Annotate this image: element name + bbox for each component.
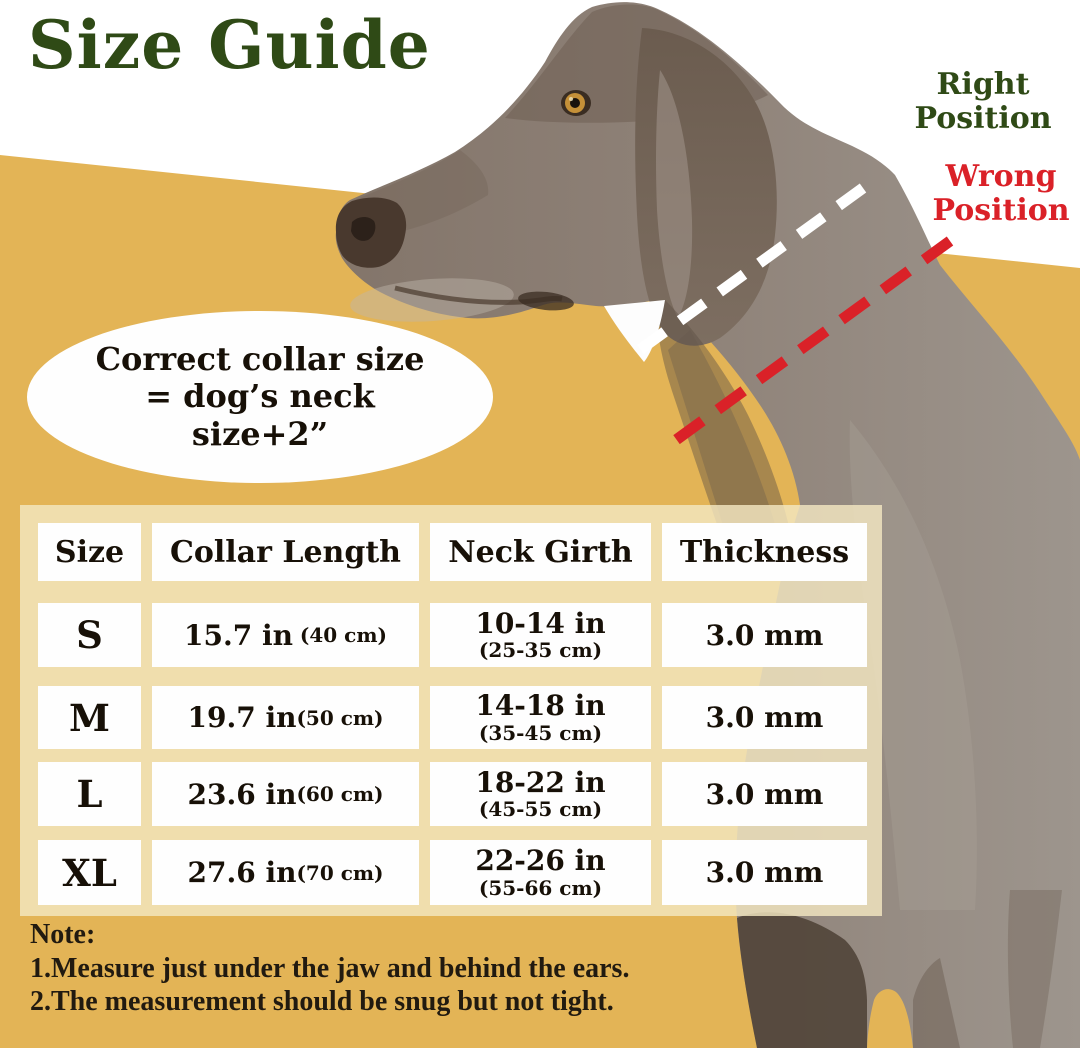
dog-chin-highlight [350, 278, 514, 322]
note-item-2: 2.The measurement should be snug but not… [30, 986, 614, 1018]
table-cell-size-s: S [38, 603, 141, 667]
table-cell-size-m: M [38, 686, 141, 749]
wrong-position-label: Wrong Position [932, 159, 1070, 228]
table-cell-neck-girth-xl: 22-26 in (55-66 cm) [430, 840, 651, 905]
notes-label: Note: [30, 919, 96, 950]
table-cell-neck-girth-m: 14-18 in (35-45 cm) [430, 686, 651, 749]
wrong-position-dashed-line [672, 236, 954, 445]
dog-flank-shadow [1007, 890, 1062, 1048]
notes-section: Note: 1.Measure just under the jaw and b… [30, 918, 750, 1019]
table-cell-size-xl: XL [38, 840, 141, 905]
table-cell-size-l: L [38, 762, 141, 826]
collar-size-callout: Correct collar size = dog’s neck size+2” [30, 340, 490, 453]
column-header-collar-length: Collar Length [152, 523, 419, 581]
dog-mouth-corner [518, 291, 574, 311]
dog-body [335, 2, 1080, 1048]
callout-ellipse [27, 311, 493, 483]
callout-line-3: size+2” [191, 414, 329, 453]
table-cell-collar-length-m: 19.7 in (50 cm) [152, 686, 419, 749]
table-cell-collar-length-l: 23.6 in (60 cm) [152, 762, 419, 826]
table-cell-collar-length-s: 15.7 in (40 cm) [152, 603, 419, 667]
table-cell-thickness-xl: 3.0 mm [662, 840, 867, 905]
note-item-1: 1.Measure just under the jaw and behind … [30, 952, 630, 984]
dog-nostril [351, 216, 376, 241]
right-position-label: Right Position [914, 67, 1052, 136]
table-cell-thickness-l: 3.0 mm [662, 762, 867, 826]
callout-line-2: = dog’s neck [145, 377, 375, 416]
column-header-size: Size [38, 523, 141, 581]
dog-leg-shadow [913, 958, 960, 1048]
column-header-thickness: Thickness [662, 523, 867, 581]
table-cell-neck-girth-s: 10-14 in (25-35 cm) [430, 603, 651, 667]
dog-eye-highlight [569, 97, 573, 101]
table-cell-thickness-m: 3.0 mm [662, 686, 867, 749]
dog-eye-pupil [570, 98, 580, 108]
page-title: Size Guide [28, 6, 431, 84]
dog-front-leg-dark [737, 912, 867, 1048]
table-cell-collar-length-xl: 27.6 in (70 cm) [152, 840, 419, 905]
dog-ear-inner-highlight [656, 70, 693, 318]
table-cell-thickness-s: 3.0 mm [662, 603, 867, 667]
column-header-neck-girth: Neck Girth [430, 523, 651, 581]
callout-line-1: Correct collar size [95, 340, 425, 378]
table-cell-neck-girth-l: 18-22 in (45-55 cm) [430, 762, 651, 826]
